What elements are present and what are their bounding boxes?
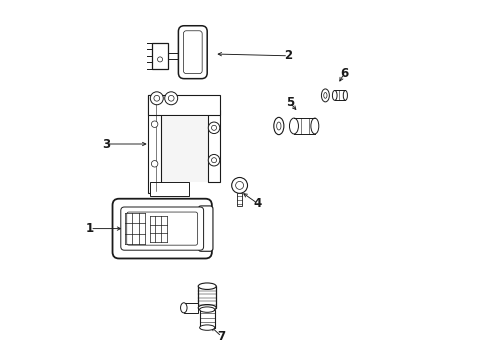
- FancyBboxPatch shape: [183, 31, 202, 74]
- Ellipse shape: [277, 122, 281, 130]
- Text: 1: 1: [86, 222, 94, 235]
- Bar: [149, 182, 189, 196]
- Circle shape: [236, 181, 244, 189]
- FancyBboxPatch shape: [198, 206, 213, 251]
- Circle shape: [165, 92, 178, 105]
- Bar: [168, 53, 193, 59]
- Ellipse shape: [180, 303, 187, 313]
- Bar: [162, 117, 208, 182]
- Circle shape: [151, 161, 158, 167]
- Circle shape: [151, 121, 158, 127]
- Circle shape: [208, 154, 220, 166]
- Bar: [199, 310, 215, 328]
- Ellipse shape: [198, 305, 216, 311]
- Circle shape: [150, 92, 163, 105]
- Bar: [184, 303, 198, 313]
- Bar: [237, 193, 243, 206]
- Text: 3: 3: [102, 138, 110, 150]
- Ellipse shape: [332, 90, 337, 100]
- Circle shape: [208, 122, 220, 134]
- Ellipse shape: [343, 90, 347, 100]
- FancyBboxPatch shape: [127, 212, 197, 245]
- Text: 6: 6: [340, 67, 348, 80]
- Ellipse shape: [321, 89, 329, 102]
- FancyBboxPatch shape: [113, 199, 212, 258]
- Text: 7: 7: [218, 330, 226, 343]
- Ellipse shape: [324, 93, 327, 98]
- Ellipse shape: [199, 325, 215, 330]
- FancyBboxPatch shape: [178, 26, 207, 79]
- Ellipse shape: [274, 117, 284, 135]
- Bar: [208, 110, 220, 182]
- Bar: [148, 95, 162, 193]
- Text: 5: 5: [286, 96, 294, 109]
- Text: 2: 2: [284, 49, 292, 62]
- Ellipse shape: [199, 307, 215, 312]
- Bar: [198, 286, 216, 308]
- Ellipse shape: [290, 118, 298, 134]
- Bar: [152, 43, 168, 69]
- Circle shape: [169, 95, 174, 101]
- Circle shape: [154, 95, 160, 101]
- Circle shape: [232, 177, 247, 193]
- Ellipse shape: [198, 283, 216, 289]
- Circle shape: [157, 57, 163, 62]
- Ellipse shape: [311, 118, 319, 134]
- Text: 4: 4: [253, 197, 262, 210]
- Bar: [148, 95, 220, 115]
- Circle shape: [212, 125, 217, 130]
- Bar: [294, 118, 313, 134]
- FancyBboxPatch shape: [121, 207, 204, 250]
- Circle shape: [212, 158, 217, 163]
